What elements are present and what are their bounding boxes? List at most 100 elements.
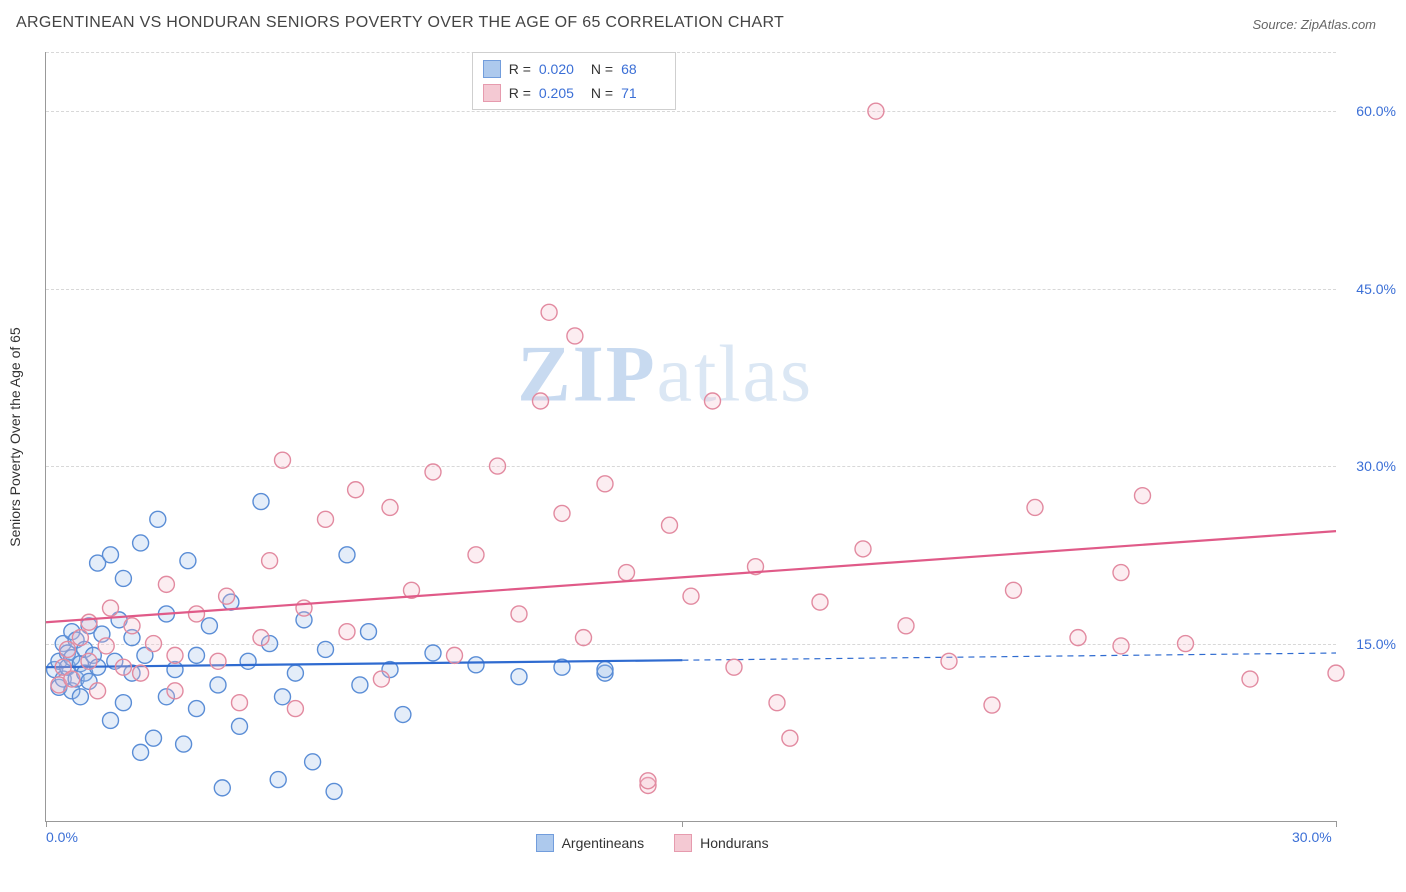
scatter-point — [339, 624, 355, 640]
scatter-point — [296, 600, 312, 616]
scatter-point — [115, 695, 131, 711]
y-tick-label: 30.0% — [1356, 458, 1396, 474]
legend-label: Argentineans — [562, 835, 645, 851]
legend-swatch — [674, 834, 692, 852]
scatter-point — [158, 576, 174, 592]
source-attribution: Source: ZipAtlas.com — [1252, 17, 1376, 32]
scatter-point — [769, 695, 785, 711]
scatter-point — [326, 783, 342, 799]
scatter-point — [373, 671, 389, 687]
scatter-point — [855, 541, 871, 557]
scatter-point — [468, 547, 484, 563]
scatter-point — [597, 476, 613, 492]
scatter-point — [1242, 671, 1258, 687]
legend-swatch — [483, 60, 501, 78]
scatter-point — [232, 695, 248, 711]
scatter-point — [576, 630, 592, 646]
scatter-point — [115, 659, 131, 675]
y-tick-label: 60.0% — [1356, 103, 1396, 119]
scatter-point — [318, 641, 334, 657]
scatter-point — [868, 103, 884, 119]
scatter-canvas — [46, 52, 1336, 821]
scatter-point — [72, 689, 88, 705]
scatter-point — [339, 547, 355, 563]
scatter-point — [984, 697, 1000, 713]
scatter-point — [382, 499, 398, 515]
scatter-point — [511, 669, 527, 685]
scatter-point — [640, 773, 656, 789]
correlation-legend: R =0.020N =68R =0.205N =71 — [472, 52, 676, 110]
r-label: R = — [509, 85, 531, 101]
scatter-point — [305, 754, 321, 770]
legend-item: Argentineans — [536, 834, 645, 852]
scatter-point — [133, 744, 149, 760]
scatter-point — [662, 517, 678, 533]
scatter-point — [898, 618, 914, 634]
scatter-point — [425, 464, 441, 480]
scatter-point — [533, 393, 549, 409]
scatter-point — [253, 630, 269, 646]
scatter-point — [150, 511, 166, 527]
legend-row: R =0.020N =68 — [483, 57, 665, 81]
scatter-point — [511, 606, 527, 622]
scatter-point — [782, 730, 798, 746]
scatter-point — [210, 653, 226, 669]
scatter-point — [567, 328, 583, 344]
scatter-point — [201, 618, 217, 634]
scatter-point — [619, 565, 635, 581]
scatter-point — [81, 653, 97, 669]
r-value: 0.020 — [539, 61, 583, 77]
scatter-point — [275, 689, 291, 705]
scatter-point — [287, 701, 303, 717]
scatter-point — [318, 511, 334, 527]
scatter-point — [1178, 636, 1194, 652]
scatter-point — [287, 665, 303, 681]
series-legend: Argentineans Hondurans — [536, 834, 769, 852]
scatter-point — [189, 647, 205, 663]
scatter-point — [240, 653, 256, 669]
scatter-point — [941, 653, 957, 669]
scatter-point — [81, 614, 97, 630]
scatter-point — [348, 482, 364, 498]
scatter-point — [133, 535, 149, 551]
scatter-point — [541, 304, 557, 320]
legend-row: R =0.205N =71 — [483, 81, 665, 105]
scatter-point — [64, 671, 80, 687]
scatter-point — [425, 645, 441, 661]
scatter-point — [124, 618, 140, 634]
scatter-point — [726, 659, 742, 675]
legend-label: Hondurans — [700, 835, 769, 851]
scatter-point — [167, 683, 183, 699]
scatter-point — [253, 494, 269, 510]
scatter-point — [352, 677, 368, 693]
scatter-point — [103, 547, 119, 563]
scatter-point — [133, 665, 149, 681]
n-value: 68 — [621, 61, 665, 77]
y-tick-label: 45.0% — [1356, 281, 1396, 297]
legend-swatch — [536, 834, 554, 852]
scatter-point — [705, 393, 721, 409]
scatter-point — [1006, 582, 1022, 598]
scatter-point — [189, 701, 205, 717]
scatter-point — [232, 718, 248, 734]
scatter-point — [219, 588, 235, 604]
legend-item: Hondurans — [674, 834, 769, 852]
scatter-point — [98, 638, 114, 654]
n-label: N = — [591, 85, 613, 101]
plot-area: Seniors Poverty Over the Age of 65 ZIPat… — [45, 52, 1336, 822]
scatter-point — [60, 641, 76, 657]
scatter-point — [103, 600, 119, 616]
y-axis-label: Seniors Poverty Over the Age of 65 — [7, 327, 23, 546]
scatter-point — [115, 570, 131, 586]
scatter-point — [554, 505, 570, 521]
scatter-point — [468, 657, 484, 673]
scatter-point — [146, 636, 162, 652]
regression-line-extrapolated — [682, 653, 1336, 660]
scatter-point — [1070, 630, 1086, 646]
n-label: N = — [591, 61, 613, 77]
scatter-point — [262, 553, 278, 569]
scatter-point — [1328, 665, 1344, 681]
n-value: 71 — [621, 85, 665, 101]
scatter-point — [180, 553, 196, 569]
scatter-point — [395, 707, 411, 723]
